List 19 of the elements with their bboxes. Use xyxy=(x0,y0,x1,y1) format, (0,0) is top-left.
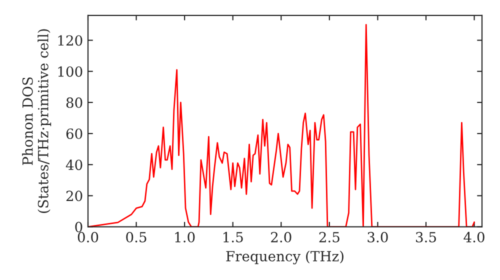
y-tick-label: 40 xyxy=(66,160,82,170)
y-tick-label: 80 xyxy=(66,97,82,108)
y-tick-label: 60 xyxy=(66,128,82,140)
x-tick-label: 3.0 xyxy=(368,232,388,242)
x-tick-label: 4.0 xyxy=(464,232,484,242)
x-tick-label: 2.5 xyxy=(319,232,340,242)
y-tick-label: 120 xyxy=(58,35,82,46)
x-tick-label: 0.0 xyxy=(78,232,98,242)
x-tick-label: 0.5 xyxy=(126,232,146,242)
x-tick-label: 2.0 xyxy=(271,232,292,242)
y-tick-label: 100 xyxy=(58,66,82,77)
x-axis-title: Frequency (THz) xyxy=(226,250,344,264)
y-tick-label: 0 xyxy=(75,222,82,232)
x-tick-label: 1.0 xyxy=(175,232,195,242)
line-series xyxy=(88,24,475,227)
x-tick-label: 1.5 xyxy=(224,232,243,242)
y-axis-title: Phonon DOS (States/THz·primitive cell) xyxy=(22,29,52,213)
y-tick-label: 20 xyxy=(66,190,82,202)
x-tick-label: 3.5 xyxy=(416,232,436,242)
